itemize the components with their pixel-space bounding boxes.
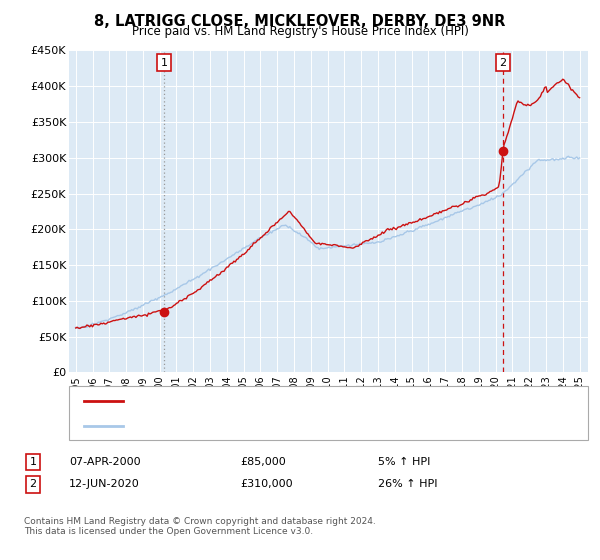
Text: 8, LATRIGG CLOSE, MICKLEOVER, DERBY, DE3 9NR: 8, LATRIGG CLOSE, MICKLEOVER, DERBY, DE3… [94,14,506,29]
Text: 26% ↑ HPI: 26% ↑ HPI [378,479,437,489]
Text: 07-APR-2000: 07-APR-2000 [69,457,140,467]
Text: 2: 2 [500,58,507,68]
Text: 8, LATRIGG CLOSE, MICKLEOVER, DERBY, DE3 9NR (detached house): 8, LATRIGG CLOSE, MICKLEOVER, DERBY, DE3… [130,396,488,407]
Text: 1: 1 [161,58,168,68]
Text: 1: 1 [29,457,37,467]
Text: 12-JUN-2020: 12-JUN-2020 [69,479,140,489]
Text: 2: 2 [29,479,37,489]
Text: 5% ↑ HPI: 5% ↑ HPI [378,457,430,467]
Text: HPI: Average price, detached house, City of Derby: HPI: Average price, detached house, City… [130,421,392,431]
Text: £310,000: £310,000 [240,479,293,489]
Text: Contains HM Land Registry data © Crown copyright and database right 2024.
This d: Contains HM Land Registry data © Crown c… [24,517,376,536]
Text: £85,000: £85,000 [240,457,286,467]
Text: Price paid vs. HM Land Registry's House Price Index (HPI): Price paid vs. HM Land Registry's House … [131,25,469,38]
